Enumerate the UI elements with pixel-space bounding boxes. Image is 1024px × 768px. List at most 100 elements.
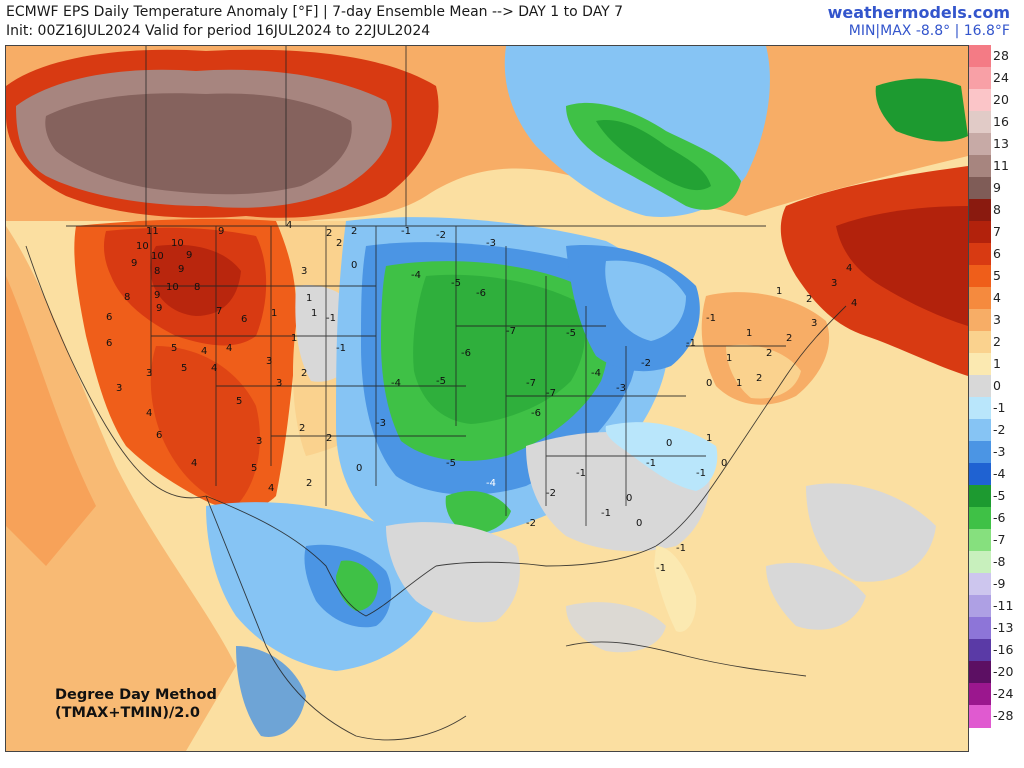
- anomaly-label: 0: [356, 463, 362, 474]
- legend-label: 7: [993, 224, 1001, 239]
- legend-label: -4: [993, 466, 1006, 481]
- legend-swatch: [969, 419, 991, 442]
- legend-label: 5: [993, 268, 1001, 283]
- legend-label: -28: [993, 708, 1014, 723]
- legend-label: -16: [993, 642, 1014, 657]
- legend-swatch: [969, 485, 991, 508]
- legend-label: -5: [993, 488, 1006, 503]
- legend-swatch: [969, 287, 991, 310]
- legend-swatch: [969, 221, 991, 244]
- anomaly-label: -1: [656, 563, 666, 574]
- anomaly-label: 3: [276, 378, 282, 389]
- legend-swatch: [969, 89, 991, 112]
- legend-swatch: [969, 661, 991, 684]
- anomaly-label: -6: [461, 348, 471, 359]
- legend-swatch: [969, 199, 991, 222]
- anomaly-label: 6: [156, 430, 162, 441]
- anomaly-label: -1: [696, 468, 706, 479]
- anomaly-label: -3: [616, 383, 626, 394]
- map-title: ECMWF EPS Daily Temperature Anomaly [°F]…: [6, 4, 624, 20]
- anomaly-label: -1: [326, 313, 336, 324]
- legend-label: 28: [993, 48, 1009, 63]
- legend-label: 1: [993, 356, 1001, 371]
- anomaly-label: 1: [746, 328, 752, 339]
- anomaly-label: -2: [546, 488, 556, 499]
- anomaly-label: 2: [756, 373, 762, 384]
- anomaly-label: -4: [591, 368, 601, 379]
- anomaly-label: 6: [106, 312, 112, 323]
- legend-label: 3: [993, 312, 1001, 327]
- legend-label: -9: [993, 576, 1006, 591]
- anomaly-label: -4: [486, 478, 496, 489]
- anomaly-label: -1: [676, 543, 686, 554]
- anomaly-label: 0: [721, 458, 727, 469]
- legend-swatch: [969, 551, 991, 574]
- anomaly-label: 10: [136, 241, 149, 252]
- anomaly-label: -6: [531, 408, 541, 419]
- legend-label: 16: [993, 114, 1009, 129]
- min-max-readout: MIN|MAX -8.8° | 16.8°F: [848, 23, 1010, 39]
- anomaly-label: 6: [106, 338, 112, 349]
- anomaly-label: 2: [351, 226, 357, 237]
- legend-swatch: [969, 705, 991, 728]
- anomaly-label: 4: [146, 408, 152, 419]
- anomaly-label: 4: [191, 458, 197, 469]
- brand-link[interactable]: weathermodels.com: [827, 3, 1010, 22]
- anomaly-label: 4: [201, 346, 207, 357]
- anomaly-label: 5: [181, 363, 187, 374]
- anomaly-label: -1: [336, 343, 346, 354]
- legend-swatch: [969, 155, 991, 178]
- anomaly-label: 8: [194, 282, 200, 293]
- anomaly-label: 2: [301, 368, 307, 379]
- anomaly-label: -7: [506, 326, 516, 337]
- anomaly-label: 4: [846, 263, 852, 274]
- method-line-1: Degree Day Method: [55, 687, 217, 703]
- legend-label: 13: [993, 136, 1009, 151]
- legend-label: 0: [993, 378, 1001, 393]
- anomaly-label: 1: [271, 308, 277, 319]
- anomaly-label: -7: [546, 388, 556, 399]
- anomaly-label: 9: [186, 250, 192, 261]
- anomaly-label: 0: [626, 493, 632, 504]
- anomaly-label: 0: [351, 260, 357, 271]
- anomaly-label: -3: [376, 418, 386, 429]
- anomaly-label: 10: [151, 251, 164, 262]
- anomaly-label: -6: [476, 288, 486, 299]
- anomaly-label: 5: [171, 343, 177, 354]
- legend-swatch: [969, 133, 991, 156]
- legend-swatch: [969, 177, 991, 200]
- legend-label: 20: [993, 92, 1009, 107]
- anomaly-label: 1: [706, 433, 712, 444]
- legend-swatch: [969, 265, 991, 288]
- legend-label: 24: [993, 70, 1009, 85]
- anomaly-label: -3: [486, 238, 496, 249]
- anomaly-label: 3: [116, 383, 122, 394]
- legend-label: -24: [993, 686, 1014, 701]
- anomaly-label: 5: [251, 463, 257, 474]
- legend-swatch: [969, 67, 991, 90]
- anomaly-label: 0: [706, 378, 712, 389]
- anomaly-label: -1: [576, 468, 586, 479]
- legend-swatch: [969, 309, 991, 332]
- anomaly-label: -2: [436, 230, 446, 241]
- method-line-2: (TMAX+TMIN)/2.0: [55, 705, 200, 721]
- anomaly-label: 2: [806, 294, 812, 305]
- anomaly-label: 6: [241, 314, 247, 325]
- legend-swatch: [969, 595, 991, 618]
- anomaly-label: 0: [666, 438, 672, 449]
- anomaly-label: 4: [226, 343, 232, 354]
- header: ECMWF EPS Daily Temperature Anomaly [°F]…: [0, 0, 1024, 44]
- anomaly-label: 10: [171, 238, 184, 249]
- legend-label: -7: [993, 532, 1006, 547]
- legend-swatch: [969, 45, 991, 68]
- anomaly-label: 3: [146, 368, 152, 379]
- anomaly-label: 3: [256, 436, 262, 447]
- legend-label: 2: [993, 334, 1001, 349]
- legend-label: -13: [993, 620, 1014, 635]
- map-canvas: 11 10 10 9 10 9 9 8 9 10 9 8 8 7 9 6 6 6…: [6, 46, 968, 751]
- legend-label: -20: [993, 664, 1014, 679]
- anomaly-label: -2: [641, 358, 651, 369]
- anomaly-label: 7: [216, 306, 222, 317]
- anomaly-label: -5: [566, 328, 576, 339]
- legend-label: -3: [993, 444, 1006, 459]
